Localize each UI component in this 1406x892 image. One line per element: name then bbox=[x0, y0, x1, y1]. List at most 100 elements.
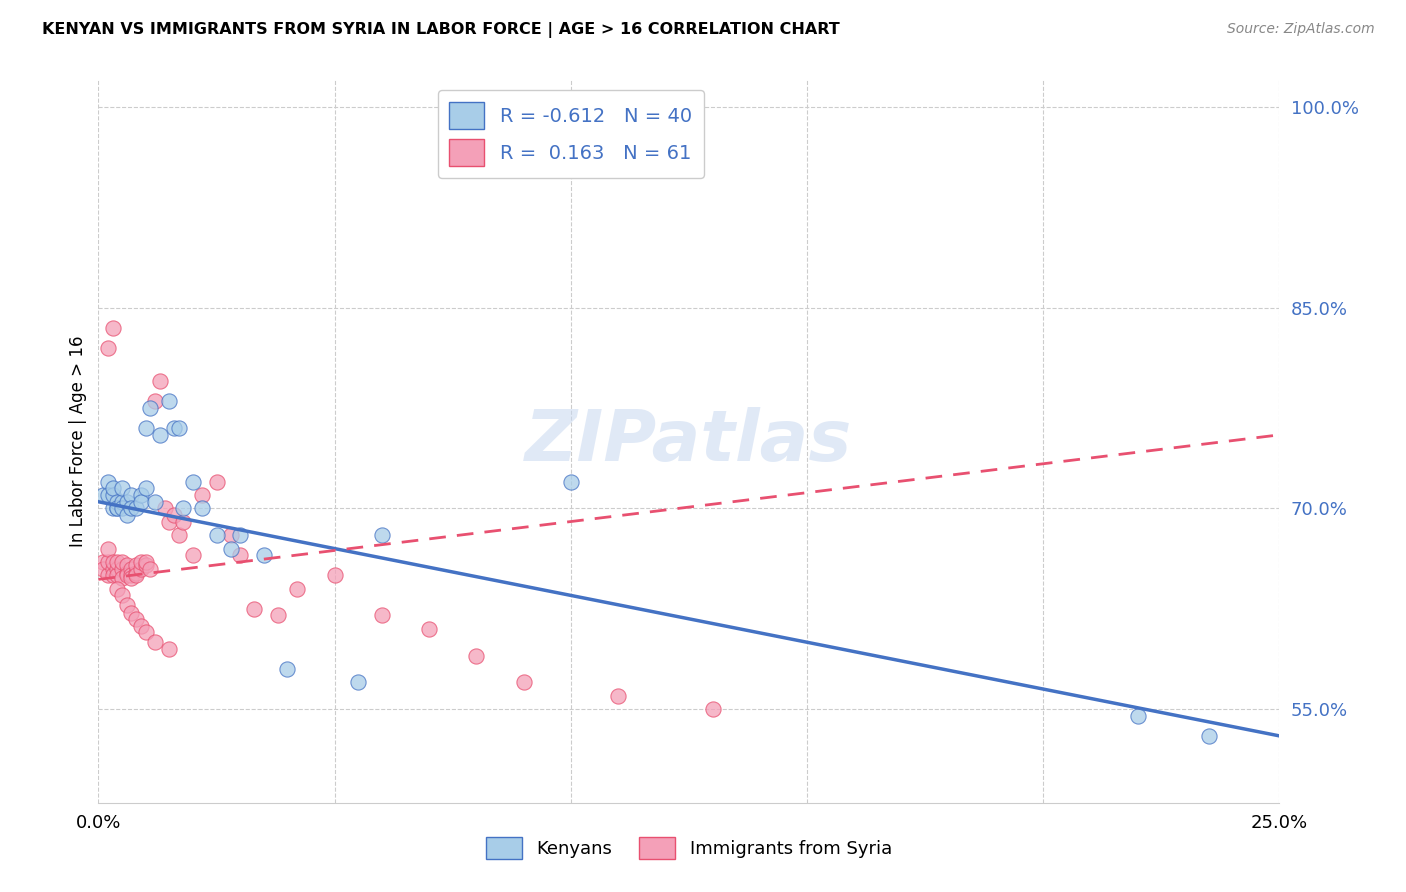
Point bbox=[125, 568, 148, 582]
Point bbox=[121, 562, 143, 576]
Point bbox=[153, 501, 176, 516]
Point bbox=[91, 488, 114, 502]
Point bbox=[111, 555, 134, 569]
Point bbox=[105, 501, 128, 516]
Point bbox=[101, 488, 124, 502]
Point bbox=[105, 562, 128, 576]
Point bbox=[172, 501, 194, 516]
Point bbox=[111, 589, 134, 603]
Point bbox=[101, 501, 124, 516]
Point bbox=[267, 608, 290, 623]
Point bbox=[115, 598, 138, 612]
Point bbox=[129, 495, 152, 509]
Point bbox=[129, 488, 152, 502]
Point bbox=[115, 558, 138, 572]
Point bbox=[101, 568, 124, 582]
Point bbox=[149, 428, 172, 442]
Point bbox=[560, 475, 582, 489]
Point bbox=[243, 602, 266, 616]
Point bbox=[135, 555, 157, 569]
Legend: Kenyans, Immigrants from Syria: Kenyans, Immigrants from Syria bbox=[478, 830, 900, 866]
Point bbox=[101, 321, 124, 335]
Point bbox=[125, 566, 148, 580]
Point bbox=[418, 622, 440, 636]
Point bbox=[191, 501, 214, 516]
Point bbox=[135, 624, 157, 639]
Point bbox=[347, 675, 370, 690]
Point bbox=[702, 702, 724, 716]
Point bbox=[105, 568, 128, 582]
Point bbox=[139, 401, 162, 416]
Point bbox=[125, 501, 148, 516]
Point bbox=[115, 566, 138, 580]
Point bbox=[121, 488, 143, 502]
Point bbox=[163, 508, 186, 523]
Point bbox=[101, 562, 124, 576]
Point bbox=[105, 495, 128, 509]
Point bbox=[121, 606, 143, 620]
Point bbox=[91, 562, 114, 576]
Point bbox=[121, 571, 143, 585]
Point bbox=[607, 689, 630, 703]
Point bbox=[105, 501, 128, 516]
Point bbox=[143, 635, 166, 649]
Point bbox=[181, 475, 204, 489]
Point bbox=[181, 548, 204, 563]
Point bbox=[135, 421, 157, 435]
Point bbox=[205, 528, 228, 542]
Point bbox=[143, 394, 166, 409]
Point bbox=[465, 648, 488, 663]
Point bbox=[101, 482, 124, 496]
Point bbox=[1126, 708, 1149, 723]
Point bbox=[115, 495, 138, 509]
Text: ZIPatlas: ZIPatlas bbox=[526, 407, 852, 476]
Point bbox=[1198, 729, 1220, 743]
Point bbox=[129, 562, 152, 576]
Point bbox=[371, 528, 394, 542]
Point bbox=[167, 421, 190, 435]
Point bbox=[111, 482, 134, 496]
Point bbox=[276, 662, 298, 676]
Point bbox=[111, 562, 134, 576]
Point bbox=[115, 568, 138, 582]
Point bbox=[172, 515, 194, 529]
Point bbox=[135, 482, 157, 496]
Point bbox=[105, 582, 128, 596]
Point bbox=[157, 394, 180, 409]
Point bbox=[157, 515, 180, 529]
Point bbox=[229, 528, 252, 542]
Point bbox=[121, 501, 143, 516]
Point bbox=[111, 571, 134, 585]
Point bbox=[229, 548, 252, 563]
Point bbox=[219, 541, 242, 556]
Point bbox=[129, 619, 152, 633]
Point bbox=[135, 558, 157, 572]
Point bbox=[205, 475, 228, 489]
Point bbox=[97, 568, 120, 582]
Point bbox=[163, 421, 186, 435]
Point bbox=[512, 675, 534, 690]
Point bbox=[219, 528, 242, 542]
Point bbox=[115, 508, 138, 523]
Point bbox=[143, 495, 166, 509]
Point bbox=[129, 555, 152, 569]
Point bbox=[323, 568, 346, 582]
Point bbox=[97, 541, 120, 556]
Point bbox=[97, 488, 120, 502]
Text: Source: ZipAtlas.com: Source: ZipAtlas.com bbox=[1227, 22, 1375, 37]
Point bbox=[121, 568, 143, 582]
Point bbox=[167, 528, 190, 542]
Point bbox=[97, 475, 120, 489]
Point bbox=[285, 582, 308, 596]
Point bbox=[191, 488, 214, 502]
Point bbox=[139, 562, 162, 576]
Point bbox=[125, 613, 148, 627]
Point bbox=[157, 642, 180, 657]
Point bbox=[97, 555, 120, 569]
Point bbox=[91, 555, 114, 569]
Text: KENYAN VS IMMIGRANTS FROM SYRIA IN LABOR FORCE | AGE > 16 CORRELATION CHART: KENYAN VS IMMIGRANTS FROM SYRIA IN LABOR… bbox=[42, 22, 839, 38]
Point bbox=[105, 555, 128, 569]
Point bbox=[101, 555, 124, 569]
Y-axis label: In Labor Force | Age > 16: In Labor Force | Age > 16 bbox=[69, 335, 87, 548]
Point bbox=[111, 495, 134, 509]
